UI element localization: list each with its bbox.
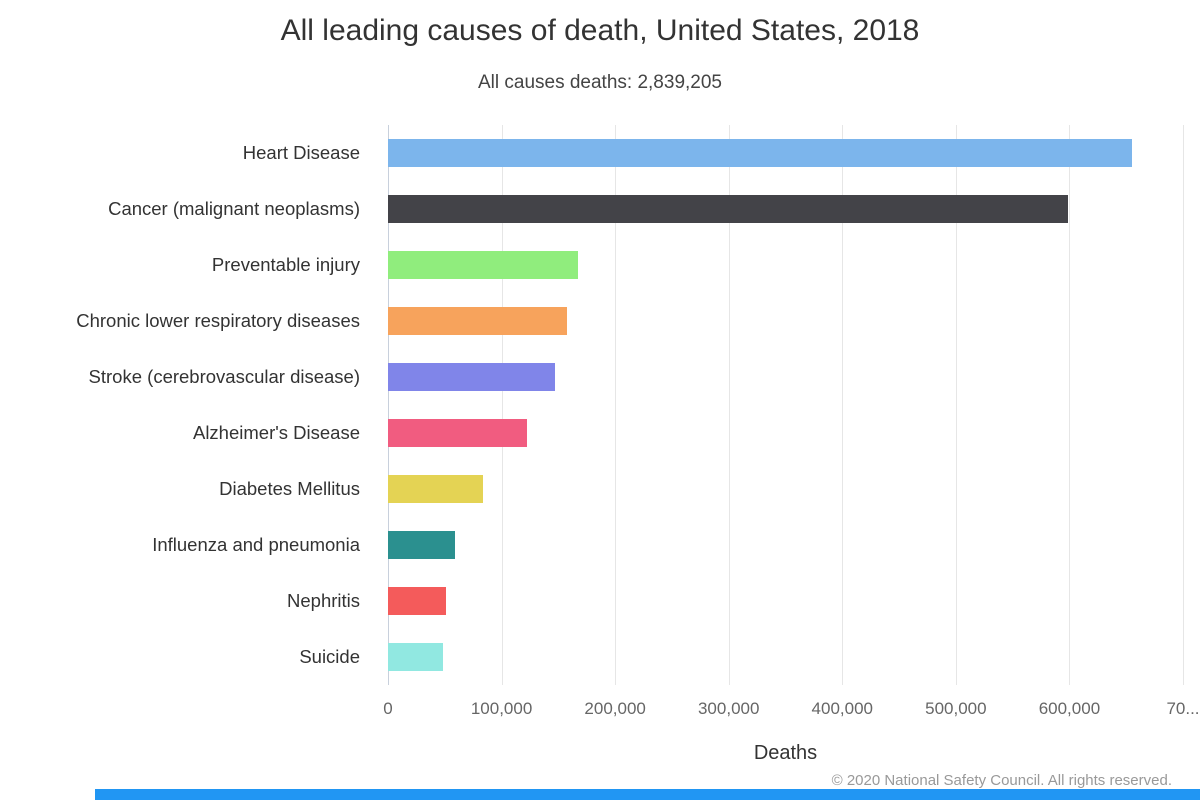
credits-link[interactable]: © 2020 National Safety Council. All righ… bbox=[831, 772, 1172, 789]
x-tick-label: 70... bbox=[1166, 699, 1200, 718]
category-label: Heart Disease bbox=[0, 142, 388, 164]
category-label-text: Diabetes Mellitus bbox=[219, 478, 360, 499]
category-label-text: Heart Disease bbox=[242, 142, 360, 163]
category-label: Alzheimer's Disease bbox=[0, 422, 388, 444]
x-axis-title: Deaths bbox=[753, 742, 818, 764]
bar-track bbox=[388, 125, 1183, 181]
bar-track bbox=[388, 237, 1183, 293]
chart-row: Nephritis bbox=[0, 573, 1183, 629]
category-label: Stroke (cerebrovascular disease) bbox=[0, 366, 388, 388]
bar-influenza-and-pneumonia[interactable] bbox=[388, 531, 455, 559]
bar-track bbox=[388, 405, 1183, 461]
bar-track bbox=[388, 181, 1183, 237]
bar-track bbox=[388, 629, 1183, 685]
x-tick-label: 0 bbox=[383, 699, 393, 718]
bar-track bbox=[388, 461, 1183, 517]
bar-track bbox=[388, 517, 1183, 573]
category-label: Influenza and pneumonia bbox=[0, 534, 388, 556]
category-label: Preventable injury bbox=[0, 254, 388, 276]
category-label-text: Alzheimer's Disease bbox=[192, 422, 360, 443]
category-label: Diabetes Mellitus bbox=[0, 478, 388, 500]
chart-row: Alzheimer's Disease bbox=[0, 405, 1183, 461]
x-tick-label: 400,000 bbox=[811, 699, 874, 718]
gridline bbox=[501, 125, 503, 685]
x-tick-label: 100,000 bbox=[470, 699, 533, 718]
y-axis-line bbox=[388, 125, 389, 685]
x-tick-label: 600,000 bbox=[1038, 699, 1101, 718]
x-tick-label: 200,000 bbox=[584, 699, 646, 718]
bar-track bbox=[388, 349, 1183, 405]
gridline bbox=[615, 125, 617, 685]
chart-row: Preventable injury bbox=[0, 237, 1183, 293]
bar-track bbox=[388, 293, 1183, 349]
bar-suicide[interactable] bbox=[388, 643, 443, 671]
x-axis-tick-labels: 0 100,000 200,000 300,000 400,000 500,000 600,… bbox=[383, 699, 1199, 723]
bar-nephritis[interactable] bbox=[388, 587, 446, 615]
chart-row: Influenza and pneumonia bbox=[0, 517, 1183, 573]
x-tick-label: 500,000 bbox=[925, 699, 987, 718]
x-tick-label: 300,000 bbox=[697, 699, 760, 718]
bar-cancer-malignant-neoplasms[interactable] bbox=[388, 195, 1069, 223]
category-label: Chronic lower respiratory diseases bbox=[0, 310, 388, 332]
gridline bbox=[955, 125, 957, 685]
category-label-text: Chronic lower respiratory diseases bbox=[76, 310, 360, 331]
bar-heart-disease[interactable] bbox=[388, 139, 1132, 167]
bar-rows: Heart Disease Cancer (malignant neoplasms… bbox=[0, 125, 1183, 685]
bar-preventable-injury[interactable] bbox=[388, 251, 578, 279]
bar-chronic-lower-respiratory-diseases[interactable] bbox=[388, 307, 568, 335]
bar-stroke-cerebrovascular-disease[interactable] bbox=[388, 363, 555, 391]
chart-row: Suicide bbox=[0, 629, 1183, 685]
category-label: Nephritis bbox=[0, 590, 388, 612]
category-label-text: Preventable injury bbox=[211, 254, 360, 275]
gridline bbox=[842, 125, 844, 685]
category-label-text: Cancer (malignant neoplasms) bbox=[108, 198, 360, 219]
category-label-text: Stroke (cerebrovascular disease) bbox=[88, 366, 360, 387]
chart-row: Diabetes Mellitus bbox=[0, 461, 1183, 517]
bar-track bbox=[388, 573, 1183, 629]
plot-area bbox=[388, 125, 1184, 685]
category-label-text: Influenza and pneumonia bbox=[152, 534, 360, 555]
category-label: Suicide bbox=[0, 646, 388, 668]
chart-row: Cancer (malignant neoplasms) bbox=[0, 181, 1183, 237]
chart-row: Stroke (cerebrovascular disease) bbox=[0, 349, 1183, 405]
chart-row: Chronic lower respiratory diseases bbox=[0, 293, 1183, 349]
bar-alzheimer-s-disease[interactable] bbox=[388, 419, 527, 447]
gridline bbox=[728, 125, 730, 685]
category-label: Cancer (malignant neoplasms) bbox=[0, 198, 388, 220]
footer-bar bbox=[95, 789, 1200, 800]
chart-subtitle: All causes deaths: 2,839,205 bbox=[477, 72, 722, 93]
category-label-text: Suicide bbox=[299, 646, 360, 667]
bar-diabetes-mellitus[interactable] bbox=[388, 475, 484, 503]
chart-title: All leading causes of death, United Stat… bbox=[280, 14, 920, 47]
category-label-text: Nephritis bbox=[287, 590, 360, 611]
gridline bbox=[1183, 125, 1184, 685]
chart-row: Heart Disease bbox=[0, 125, 1183, 181]
gridline bbox=[1069, 125, 1071, 685]
